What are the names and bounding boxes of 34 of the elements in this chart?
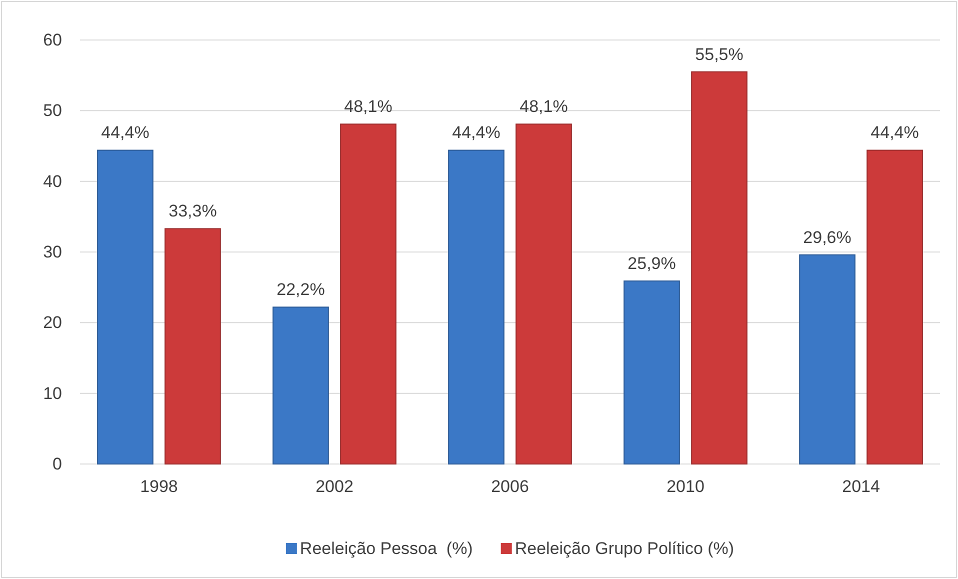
data-label: 44,4% [870,123,919,142]
y-tick-label: 0 [52,454,62,474]
bar [340,124,396,464]
y-tick-label: 30 [43,242,62,262]
data-label: 33,3% [168,202,217,221]
bar [164,228,221,464]
data-label: 48,1% [344,97,392,116]
y-tick-label: 40 [43,172,62,191]
y-tick-label: 20 [43,313,62,332]
x-tick-label: 2006 [491,477,529,496]
bar [448,150,504,464]
x-tick-label: 2002 [316,477,354,496]
data-label: 22,2% [276,280,325,300]
x-tick-label: 2014 [842,477,880,496]
data-label: 44,4% [101,123,150,142]
legend-label: Reeleição Grupo Político (%) [514,539,734,558]
x-tick-label: 1998 [140,477,178,496]
bar [516,124,572,464]
bar [97,150,154,464]
data-label: 55,5% [695,44,744,64]
bar [866,150,923,464]
bar [799,254,856,464]
data-label: 48,1% [520,97,568,116]
y-tick-label: 60 [43,30,62,50]
bar [272,306,329,464]
bar [691,71,748,464]
y-tick-label: 10 [43,384,62,403]
legend-label: Reeleição Pessoa (%) [300,539,473,558]
data-label: 44,4% [452,123,500,142]
data-label: 29,6% [803,228,852,247]
y-tick-label: 50 [43,101,62,120]
x-tick-label: 2010 [666,477,704,496]
data-label: 25,9% [628,254,676,273]
bar [624,280,680,464]
